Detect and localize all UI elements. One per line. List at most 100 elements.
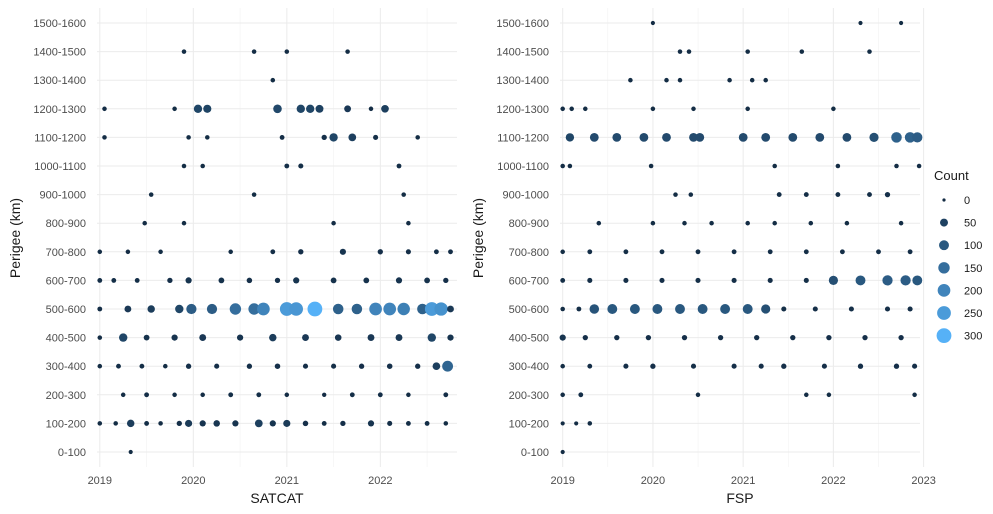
data-point (587, 249, 593, 255)
data-point (284, 49, 290, 54)
data-point (386, 363, 393, 369)
data-point (582, 334, 588, 341)
data-point (821, 363, 827, 369)
y-tick-label: 1000-1100 (34, 161, 86, 173)
data-point (405, 420, 411, 426)
y-tick-label: 1500-1600 (496, 18, 549, 30)
data-point (648, 163, 654, 169)
data-point (828, 275, 839, 285)
data-point (682, 220, 687, 226)
data-point (761, 133, 771, 142)
data-point (279, 134, 285, 140)
data-point (664, 77, 669, 83)
data-point (193, 104, 203, 113)
data-point (912, 363, 918, 369)
data-point (349, 392, 355, 398)
data-point (767, 249, 773, 255)
data-point (134, 277, 140, 283)
data-point (574, 421, 579, 426)
y-axis-title: Perigee (km) (470, 198, 486, 278)
legend-key (940, 218, 948, 227)
data-point (142, 220, 147, 226)
data-point (826, 334, 832, 341)
data-point (763, 77, 768, 83)
data-point (200, 392, 205, 398)
data-point (283, 419, 291, 427)
data-point (172, 392, 177, 398)
data-point (381, 104, 389, 113)
data-point (869, 132, 879, 142)
data-point (900, 275, 911, 286)
x-tick-label: 2023 (911, 475, 935, 487)
data-point (427, 333, 436, 342)
data-point (607, 304, 618, 314)
data-point (344, 105, 352, 113)
data-point (589, 133, 599, 142)
data-point (397, 302, 410, 316)
y-tick-label: 900-1000 (503, 190, 550, 202)
data-point (695, 249, 701, 255)
data-point (867, 49, 872, 54)
data-point (302, 363, 309, 369)
data-point (424, 420, 430, 426)
data-point (171, 334, 178, 341)
data-point (331, 363, 337, 369)
data-point (330, 277, 337, 284)
legend-label: 150 (964, 263, 982, 275)
x-tick-label: 2021 (731, 475, 755, 487)
data-point (395, 277, 403, 284)
data-point (781, 306, 787, 312)
data-point (686, 49, 692, 54)
data-point (629, 304, 640, 314)
data-point (329, 133, 338, 142)
data-point (199, 334, 207, 342)
data-point (406, 392, 411, 398)
data-point (279, 302, 294, 316)
data-point (406, 220, 411, 226)
data-point (652, 304, 663, 314)
data-point (709, 220, 714, 226)
x-tick-label: 2019 (550, 475, 574, 487)
data-point (749, 77, 755, 83)
data-point (772, 163, 777, 169)
data-point (623, 249, 629, 255)
legend-label: 300 (964, 331, 982, 343)
data-point (912, 275, 923, 286)
y-tick-label: 500-600 (509, 304, 549, 316)
x-tick-label: 2019 (88, 475, 112, 487)
data-point (377, 392, 383, 398)
data-point (848, 306, 854, 312)
data-point (659, 249, 665, 255)
data-point (689, 133, 698, 142)
data-point (163, 363, 168, 369)
y-tick-label: 900-1000 (40, 190, 87, 202)
data-point (200, 163, 205, 169)
data-point (831, 106, 836, 112)
data-point (614, 334, 620, 341)
data-point (199, 420, 206, 427)
x-tick-label: 2020 (641, 475, 665, 487)
data-point (560, 277, 566, 283)
data-point (569, 106, 574, 112)
data-point (363, 277, 370, 284)
data-point (120, 392, 126, 398)
data-point (158, 421, 163, 426)
data-point (102, 135, 107, 140)
data-point (113, 421, 118, 426)
data-point (565, 133, 575, 142)
data-point (340, 420, 346, 427)
legend-label: 200 (964, 285, 982, 297)
data-point (884, 306, 891, 312)
data-point (186, 303, 197, 315)
data-point (332, 303, 344, 315)
plot-area (97, 8, 457, 467)
data-point (738, 133, 748, 142)
data-point (97, 277, 103, 283)
data-point (321, 134, 327, 141)
data-point (315, 104, 324, 113)
y-tick-label: 1500-1600 (33, 18, 86, 30)
data-point (731, 363, 737, 369)
data-point (273, 104, 282, 114)
data-point (322, 392, 327, 397)
